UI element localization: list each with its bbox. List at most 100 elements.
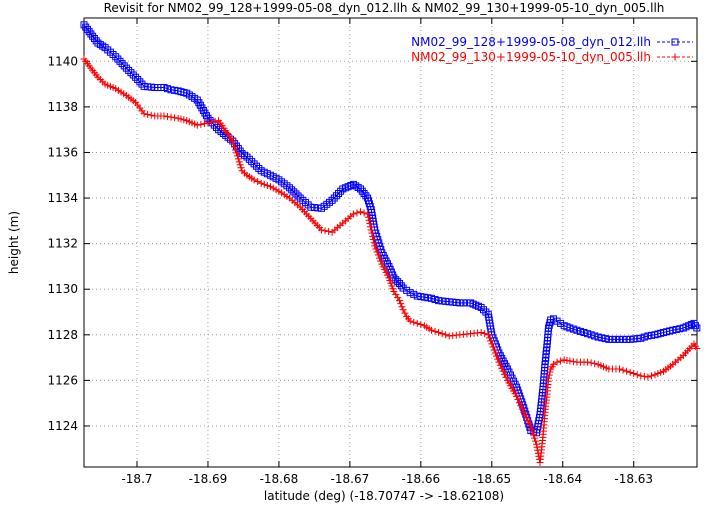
data-point xyxy=(147,111,155,119)
data-point xyxy=(204,119,212,127)
axes: 1124 1126 1128 1130 1132 1134 1136 1138 1140 -18.… xyxy=(47,17,698,486)
data-point xyxy=(364,213,372,221)
x-tick-label: -18.66 xyxy=(401,472,440,486)
data-point xyxy=(114,55,122,63)
data-point xyxy=(360,209,368,217)
data-point xyxy=(366,220,374,228)
data-point xyxy=(449,298,457,306)
data-point xyxy=(349,210,357,218)
data-point xyxy=(164,113,172,121)
chart-title: Revisit for NM02_99_128+1999-05-08_dyn_0… xyxy=(104,1,665,15)
x-tick-label: -18.63 xyxy=(614,472,653,486)
data-point xyxy=(654,370,662,378)
data-point xyxy=(290,188,298,196)
legend: NM02_99_128+1999-05-08_dyn_012.llhNM02_9… xyxy=(411,35,693,64)
data-point xyxy=(180,116,188,124)
data-point xyxy=(644,332,652,340)
data-point xyxy=(87,30,95,38)
data-point xyxy=(550,315,558,323)
data-point xyxy=(560,356,568,364)
data-point xyxy=(374,251,382,259)
data-point xyxy=(553,317,561,325)
data-point xyxy=(231,143,239,151)
data-point xyxy=(626,335,634,343)
data-point xyxy=(657,368,665,376)
data-point xyxy=(530,431,538,439)
legend-label: NM02_99_130+1999-05-10_dyn_005.llh xyxy=(411,50,651,64)
data-point xyxy=(477,303,485,311)
data-point xyxy=(557,357,565,365)
data-point xyxy=(366,223,374,231)
data-point xyxy=(637,334,645,342)
data-point xyxy=(532,437,540,445)
data-point xyxy=(243,153,251,161)
y-tick-label: 1134 xyxy=(47,191,78,205)
data-point xyxy=(619,366,627,374)
data-point xyxy=(672,325,680,333)
data-point xyxy=(630,335,638,343)
data-point xyxy=(605,335,613,343)
data-point xyxy=(566,357,574,365)
data-point xyxy=(140,82,148,90)
data-point xyxy=(369,236,377,244)
data-point xyxy=(517,402,525,410)
data-point xyxy=(410,318,418,326)
data-point xyxy=(167,113,175,121)
data-point xyxy=(144,83,152,91)
y-tick-label: 1130 xyxy=(47,282,78,296)
y-tick-label: 1132 xyxy=(47,237,78,251)
data-point xyxy=(435,329,443,337)
data-point xyxy=(431,295,439,303)
data-point xyxy=(89,32,97,40)
y-tick-label: 1124 xyxy=(47,419,78,433)
data-point xyxy=(171,114,179,122)
data-point xyxy=(619,335,627,343)
data-point xyxy=(633,335,641,343)
data-point xyxy=(438,297,446,305)
data-point xyxy=(563,356,571,364)
data-point xyxy=(260,180,268,188)
y-axis-label: height (m) xyxy=(7,211,21,274)
data-point xyxy=(354,183,362,191)
data-point xyxy=(489,343,497,351)
data-point xyxy=(584,358,592,366)
data-point xyxy=(250,176,258,184)
data-point xyxy=(494,355,502,363)
data-point xyxy=(651,371,659,379)
data-point xyxy=(591,332,599,340)
data-point xyxy=(321,227,329,235)
data-point xyxy=(637,372,645,380)
data-point xyxy=(496,361,504,369)
data-point xyxy=(90,35,98,43)
data-point xyxy=(310,204,318,212)
data-point xyxy=(144,110,152,118)
data-point xyxy=(372,245,380,253)
data-point xyxy=(545,374,553,382)
data-point xyxy=(392,276,400,284)
data-point xyxy=(263,182,271,190)
data-point xyxy=(587,359,595,367)
data-point xyxy=(669,326,677,334)
data-point xyxy=(234,155,242,163)
data-point xyxy=(515,399,523,407)
data-point xyxy=(569,358,577,366)
data-point xyxy=(573,326,581,334)
data-point xyxy=(644,373,652,381)
data-point xyxy=(397,282,405,290)
data-point xyxy=(431,327,439,335)
data-point xyxy=(488,340,496,348)
data-point xyxy=(626,368,634,376)
y-tick-label: 1138 xyxy=(47,100,78,114)
x-tick-label: -18.68 xyxy=(260,472,299,486)
data-point xyxy=(269,184,277,192)
y-tick-label: 1136 xyxy=(47,145,78,159)
data-point xyxy=(232,149,240,157)
data-point xyxy=(233,152,241,160)
data-point xyxy=(487,337,495,345)
data-point xyxy=(396,280,404,288)
data-point xyxy=(584,330,592,338)
data-point xyxy=(406,317,414,325)
data-point xyxy=(373,248,381,256)
data-point xyxy=(257,179,265,187)
data-point xyxy=(370,239,378,247)
